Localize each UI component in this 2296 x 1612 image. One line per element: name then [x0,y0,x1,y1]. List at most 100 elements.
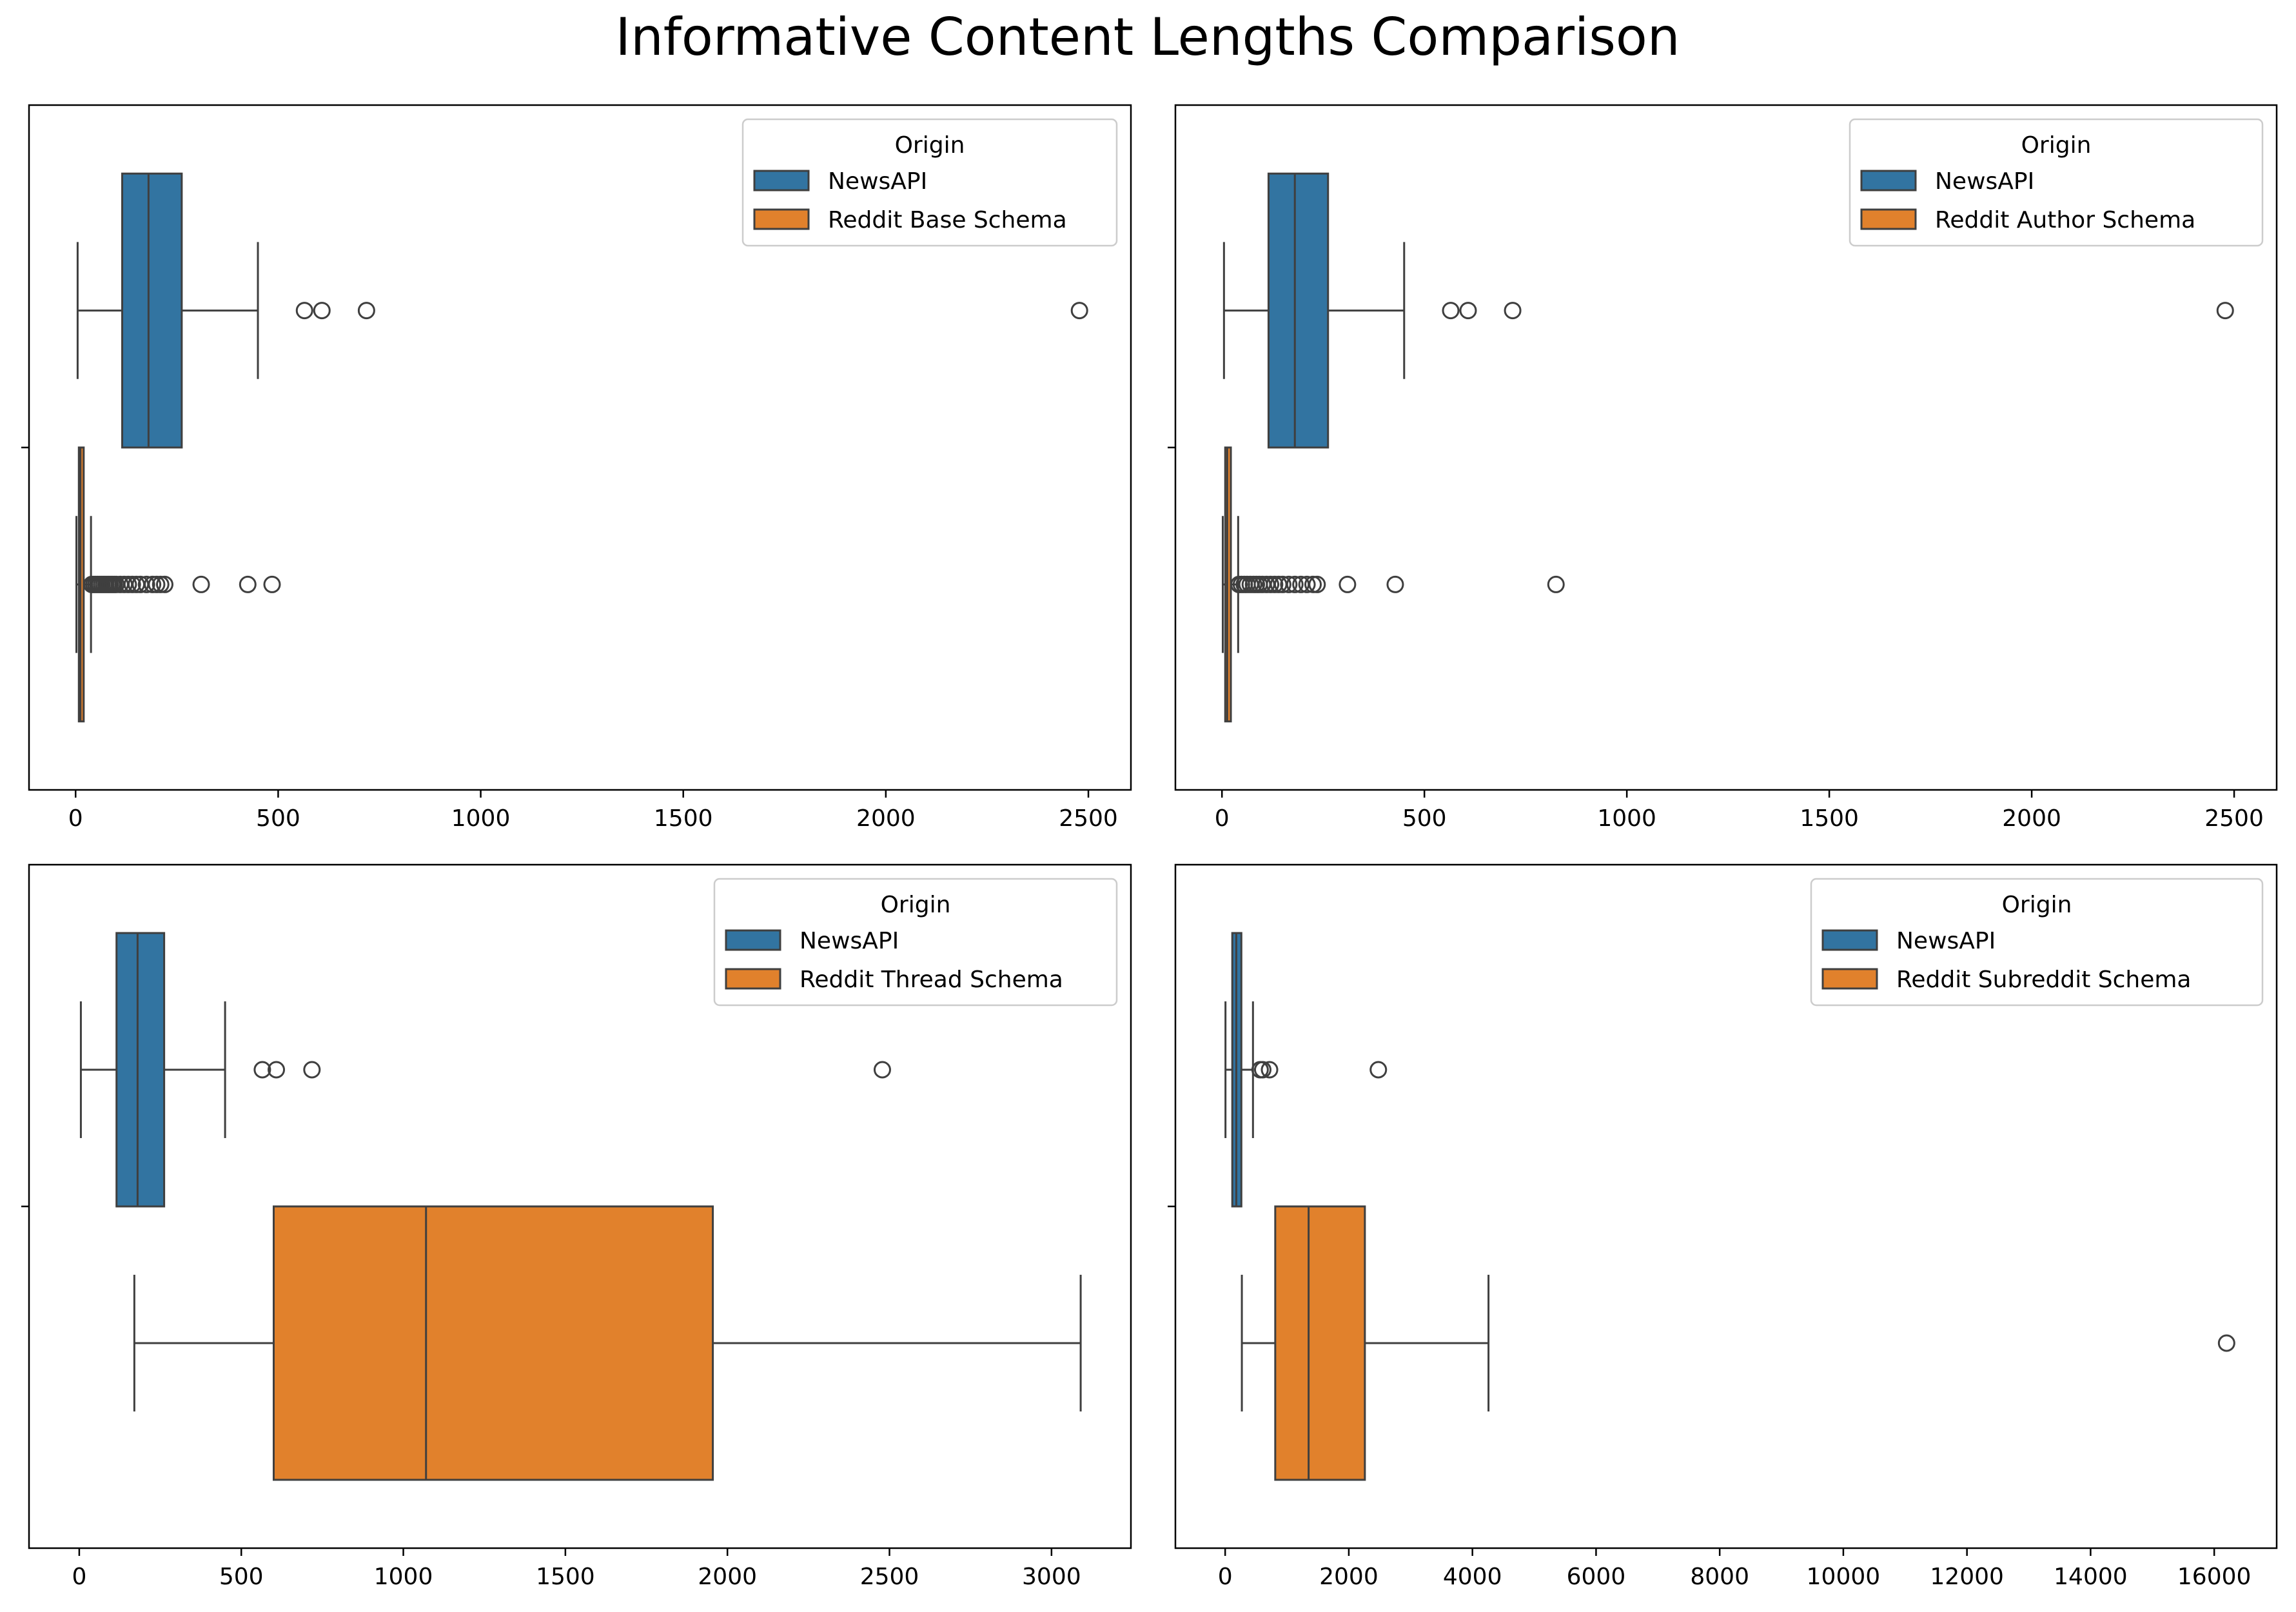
x-tick-label: 10000 [1807,1564,1881,1590]
outlier-point [1369,1061,1388,1079]
x-tick-label: 2500 [2204,805,2264,832]
outlier-point [1386,575,1404,593]
x-tick-label: 6000 [1567,1564,1626,1590]
subplots-container: 0 500 1000 1500 2000 2500OriginNewsAPIReddit … [21,104,2278,1590]
outlier-point [137,575,155,593]
x-tick-label: 3000 [1022,1564,1081,1590]
x-tick-label: 12000 [1930,1564,2004,1590]
x-tick-label: 1000 [374,1564,433,1590]
x-tick-label: 2500 [1059,805,1118,832]
outlier-point [2217,1334,2235,1352]
legend-entry-label: Reddit Author Schema [1935,207,2195,233]
outlier-point [253,1061,271,1079]
x-tick-label: 2000 [698,1564,757,1590]
legend-entry-label: NewsAPI [1896,928,1996,954]
x-tick-label: 14000 [2054,1564,2128,1590]
outlier-point [1504,302,1522,320]
figure-title: Informative Content Lengths Comparison [615,7,1680,67]
outlier-point [1304,575,1322,593]
legend-title: Origin [2021,132,2092,159]
legend-frame [741,118,1118,247]
subplot-3: 0 500 1000 1500 2000 2500 3000 Origin NewsAPI Red… [21,863,1132,1590]
legend-swatch [1860,208,1917,230]
boxplot-reddit [1221,446,1565,723]
x-tick-label: 4000 [1443,1564,1502,1590]
x-tick-label: 0 [1215,805,1230,832]
legend-swatch [753,170,810,192]
legend: Origin NewsAPI Reddit Thread Schema [713,878,1118,1007]
legend-swatch [1821,968,1878,990]
outlier-point [119,575,137,593]
outlier-point [1262,575,1280,593]
legend-swatch [753,208,810,230]
outlier-point [1266,575,1284,593]
outlier-point [155,575,173,593]
box-iqr [272,1205,714,1481]
box-iqr [121,172,183,449]
box-iqr [1267,172,1330,449]
outlier-point [1308,575,1326,593]
legend-frame [713,878,1118,1007]
x-tick-label: 0 [68,805,83,832]
box-iqr [1274,1205,1366,1481]
boxplot-newsapi [1224,932,1388,1208]
outlier-point [1298,575,1316,593]
outlier-point [192,575,210,593]
legend-entry-label: NewsAPI [800,928,899,954]
x-tick-label: 2000 [856,805,916,832]
legend-entry-label: Reddit Thread Schema [800,967,1063,993]
x-tick-label: 1000 [1597,805,1656,832]
outlier-point [152,575,170,593]
outlier-point [1273,575,1291,593]
legend-frame [1810,878,2264,1007]
x-tick-label: 8000 [1690,1564,1749,1590]
x-tick-label: 2500 [860,1564,919,1590]
outlier-point [268,1061,286,1079]
legend-title: Origin [2002,892,2072,918]
boxplot-newsapi [76,172,1088,449]
outlier-point [313,302,331,320]
outlier-point [1442,302,1460,320]
outlier-point [1547,575,1565,593]
x-tick-label: 2000 [1319,1564,1379,1590]
legend-swatch [725,968,781,990]
outlier-point [148,575,166,593]
x-tick-label: 2000 [2002,805,2061,832]
legend-entry-label: Reddit Subreddit Schema [1896,967,2192,993]
legend: Origin NewsAPI Reddit Base Schema [741,118,1118,247]
legend-swatch [1821,929,1878,951]
box-iqr [115,932,166,1208]
boxplot-reddit [1241,1205,2235,1481]
x-tick-label: 0 [72,1564,86,1590]
outlier-point [1253,1061,1271,1079]
outlier-point [357,302,375,320]
x-tick-label: 0 [1218,1564,1233,1590]
subplot-2: 0 500 1000 1500 2000 2500 Origin NewsAPI Reddit … [1168,104,2278,832]
outlier-point [873,1061,891,1079]
legend-title: Origin [895,132,965,159]
x-tick-label: 500 [256,805,300,832]
outlier-point [2216,302,2234,320]
x-tick-label: 500 [1402,805,1447,832]
boxplot-reddit [133,1205,1082,1481]
boxplot-newsapi [79,932,891,1208]
boxplot-reddit [75,446,281,723]
outlier-point [144,575,162,593]
legend-entry-label: NewsAPI [828,168,927,195]
legend-frame [1849,118,2264,247]
boxplot-newsapi [1222,172,2234,449]
outlier-point [263,575,281,593]
legend-swatch [725,929,781,951]
x-tick-label: 16000 [2177,1564,2252,1590]
outlier-point [295,302,313,320]
x-tick-label: 500 [219,1564,264,1590]
x-tick-label: 1000 [451,805,511,832]
subplot-1: 0 500 1000 1500 2000 2500 Origin NewsAPI Reddit … [21,104,1132,832]
legend-entry-label: NewsAPI [1935,168,2034,195]
outlier-point [1070,302,1088,320]
outlier-point [123,575,141,593]
legend-entry-label: Reddit Base Schema [828,207,1067,233]
outlier-point [1339,575,1357,593]
